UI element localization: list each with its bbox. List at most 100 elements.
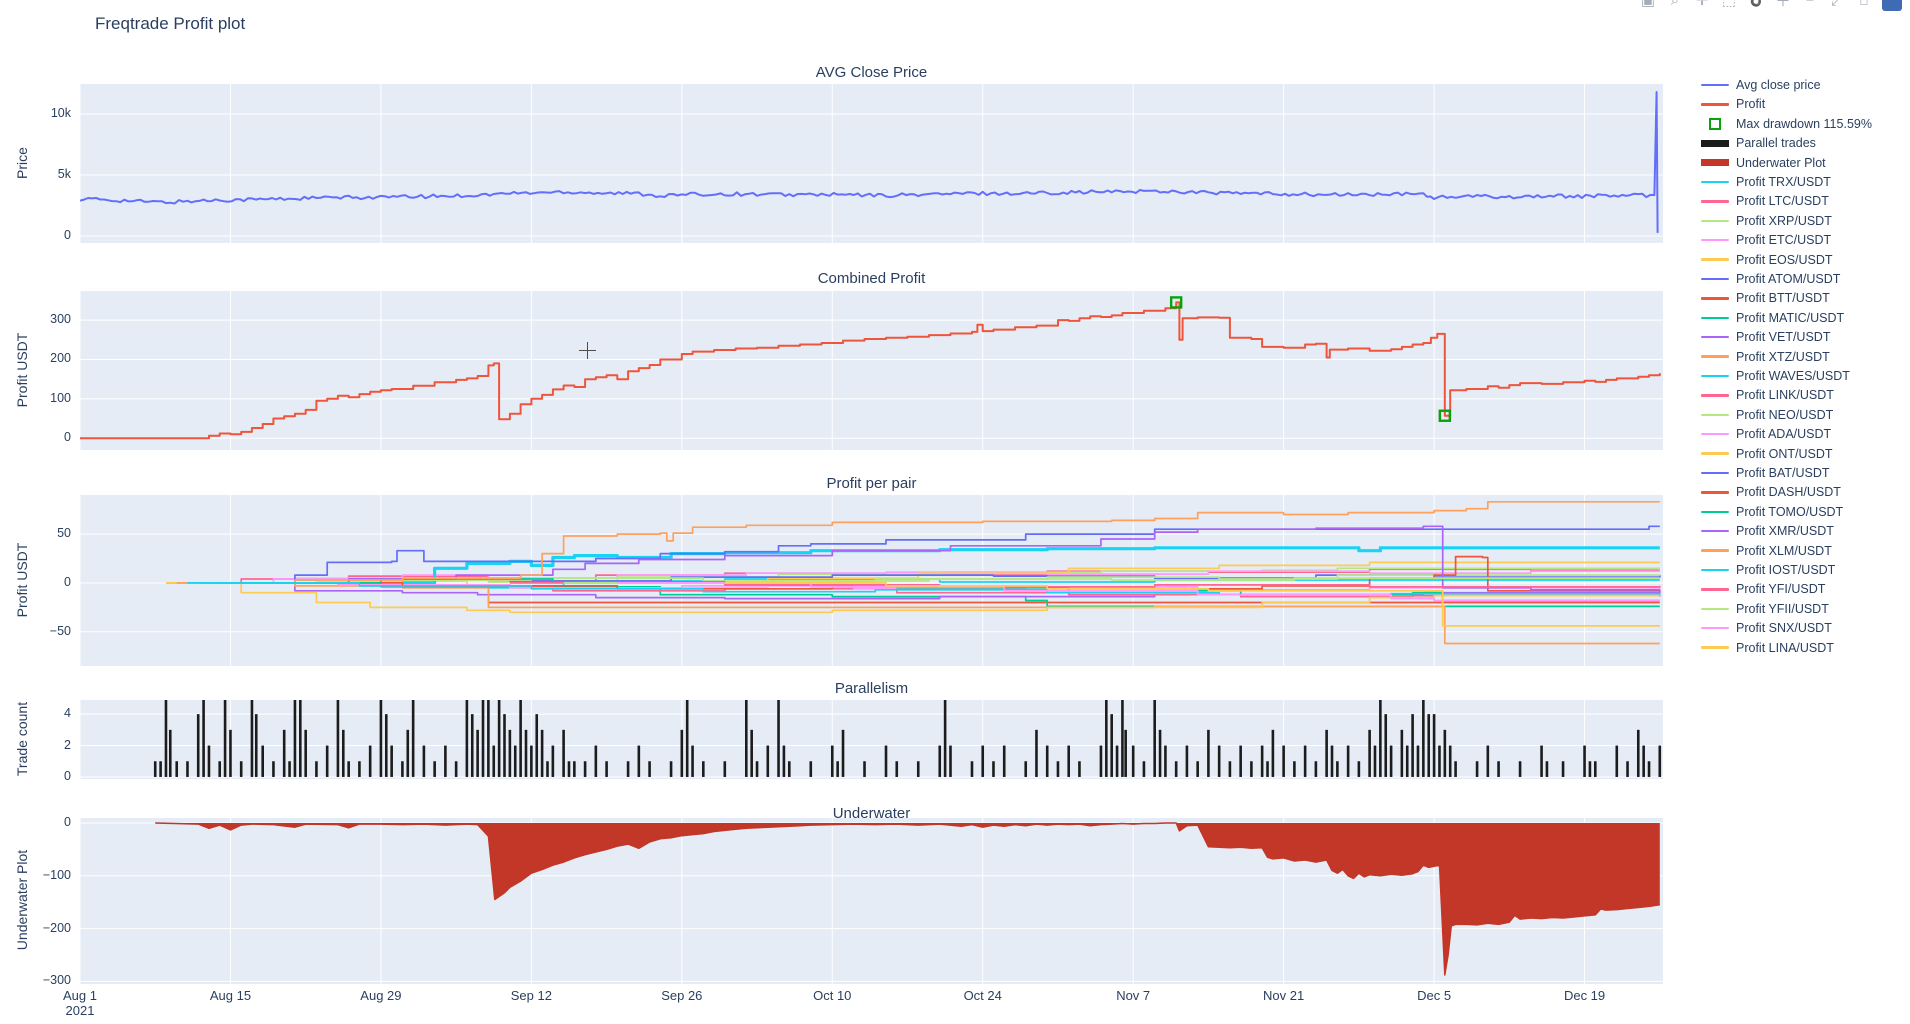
legend-item-profit-neo-usdt[interactable]: Profit NEO/USDT [1700, 406, 1833, 424]
parallel-trades-bar[interactable] [648, 761, 651, 777]
parallel-trades-bar[interactable] [1475, 761, 1479, 777]
parallel-trades-bar[interactable] [239, 761, 243, 777]
parallel-trades-bar[interactable] [153, 761, 157, 777]
parallel-trades-bar[interactable] [1228, 761, 1232, 777]
parallel-trades-bar[interactable] [1642, 745, 1645, 777]
legend-item-profit-yfi-usdt[interactable]: Profit YFI/USDT [1700, 580, 1825, 598]
parallel-trades-bar[interactable] [546, 761, 549, 777]
series-profit-tomo-usdt[interactable] [209, 578, 1660, 602]
legend-item-parallel-trades[interactable]: Parallel trades [1700, 134, 1816, 152]
parallel-trades-bar[interactable] [1384, 714, 1388, 777]
parallel-trades-bar[interactable] [1099, 745, 1103, 777]
parallel-trades-bar[interactable] [782, 745, 786, 777]
parallel-trades-bar[interactable] [702, 761, 705, 777]
parallel-trades-bar[interactable] [1164, 745, 1167, 777]
parallel-trades-bar[interactable] [1427, 714, 1431, 777]
series-avg-close-price[interactable] [80, 91, 1659, 233]
plotly-logo[interactable] [1882, 0, 1902, 11]
parallel-trades-bar[interactable] [949, 745, 952, 777]
parallel-trades-bar[interactable] [368, 745, 372, 777]
parallel-trades-bar[interactable] [841, 729, 845, 777]
legend-item-avg-close-price[interactable]: Avg close price [1700, 76, 1821, 94]
parallel-trades-bar[interactable] [465, 700, 469, 777]
legend-item-profit-trx-usdt[interactable]: Profit TRX/USDT [1700, 173, 1831, 191]
parallel-trades-bar[interactable] [299, 700, 302, 777]
parallel-trades-bar[interactable] [637, 745, 641, 777]
parallel-trades-bar[interactable] [293, 700, 297, 777]
legend-item-profit-iost-usdt[interactable]: Profit IOST/USDT [1700, 561, 1835, 579]
parallel-trades-bar[interactable] [1260, 745, 1264, 777]
parallel-trades-bar[interactable] [1266, 761, 1269, 777]
parallel-trades-bar[interactable] [1561, 761, 1565, 777]
parallel-trades-bar[interactable] [863, 761, 866, 777]
parallel-trades-bar[interactable] [358, 761, 361, 777]
legend-item-profit-link-usdt[interactable]: Profit LINK/USDT [1700, 386, 1834, 404]
parallel-trades-bar[interactable] [745, 700, 748, 777]
parallel-trades-bar[interactable] [938, 745, 942, 777]
parallel-trades-bar[interactable] [433, 761, 436, 777]
parallel-trades-bar[interactable] [470, 714, 474, 777]
parallel-trades-bar[interactable] [1174, 761, 1178, 777]
parallel-trades-bar[interactable] [218, 761, 222, 777]
parallel-trades-bar[interactable] [168, 729, 172, 777]
parallel-trades-bar[interactable] [1325, 729, 1328, 777]
series-profit-ada-usdt[interactable] [176, 582, 1661, 591]
zoom-in-icon[interactable]: ＋ [1775, 0, 1791, 10]
legend-item-profit-vet-usdt[interactable]: Profit VET/USDT [1700, 328, 1830, 346]
legend-item-profit-bat-usdt[interactable]: Profit BAT/USDT [1700, 464, 1830, 482]
parallel-trades-bar[interactable] [1282, 745, 1285, 777]
series-profit-yfi-usdt[interactable] [509, 582, 1661, 588]
parallel-trades-bar[interactable] [1314, 761, 1318, 777]
parallel-trades-bar[interactable] [562, 729, 565, 777]
parallel-trades-bar[interactable] [1357, 761, 1361, 777]
legend-item-profit-etc-usdt[interactable]: Profit ETC/USDT [1700, 231, 1831, 249]
parallel-trades-bar[interactable] [669, 761, 673, 777]
series-profit-etc-usdt[interactable] [176, 570, 1660, 584]
parallel-trades-bar[interactable] [487, 700, 490, 777]
parallel-trades-bar[interactable] [1583, 745, 1586, 777]
parallel-trades-bar[interactable] [809, 761, 813, 777]
series-profit-eos-usdt[interactable] [166, 561, 1660, 589]
parallel-trades-bar[interactable] [755, 761, 759, 777]
parallel-trades-bar[interactable] [164, 700, 168, 777]
parallel-trades-bar[interactable] [254, 714, 258, 777]
series-profit-xmr-usdt[interactable] [198, 525, 1660, 591]
parallel-trades-bar[interactable] [282, 729, 286, 777]
parallel-trades-bar[interactable] [1045, 745, 1049, 777]
parallel-trades-bar[interactable] [207, 745, 211, 777]
parallel-trades-bar[interactable] [250, 700, 254, 777]
zoom-icon[interactable]: ⌕ [1670, 0, 1680, 9]
legend-item-profit-waves-usdt[interactable]: Profit WAVES/USDT [1700, 367, 1850, 385]
legend-item-max-drawdown-115-59-[interactable]: Max drawdown 115.59% [1700, 115, 1872, 133]
parallel-trades-bar[interactable] [304, 729, 307, 777]
parallel-trades-bar[interactable] [1486, 745, 1490, 777]
parallel-trades-bar[interactable] [540, 729, 544, 777]
pan-icon[interactable]: ✛ [1695, 0, 1709, 9]
plot-area-combined-profit[interactable] [80, 291, 1663, 450]
series-profit[interactable] [80, 301, 1661, 440]
parallel-trades-bar[interactable] [830, 745, 834, 777]
legend-item-profit-tomo-usdt[interactable]: Profit TOMO/USDT [1700, 503, 1843, 521]
parallel-trades-bar[interactable] [1002, 745, 1006, 777]
legend-item-profit-btt-usdt[interactable]: Profit BTT/USDT [1700, 289, 1830, 307]
parallel-trades-bar[interactable] [1239, 745, 1242, 777]
parallel-trades-bar[interactable] [992, 761, 995, 777]
parallel-trades-bar[interactable] [766, 745, 770, 777]
legend-item-profit-snx-usdt[interactable]: Profit SNX/USDT [1700, 619, 1832, 637]
legend-item-profit-xtz-usdt[interactable]: Profit XTZ/USDT [1700, 348, 1830, 366]
legend-item-profit-dash-usdt[interactable]: Profit DASH/USDT [1700, 483, 1841, 501]
parallel-trades-bar[interactable] [1330, 745, 1334, 777]
parallel-trades-bar[interactable] [680, 729, 684, 777]
parallel-trades-bar[interactable] [1438, 745, 1441, 777]
parallel-trades-bar[interactable] [315, 761, 318, 777]
parallel-trades-bar[interactable] [1626, 761, 1629, 777]
parallel-trades-bar[interactable] [1373, 745, 1377, 777]
parallel-trades-bar[interactable] [750, 729, 753, 777]
parallel-trades-bar[interactable] [513, 745, 517, 777]
parallel-trades-bar[interactable] [836, 761, 839, 777]
parallel-trades-bar[interactable] [406, 729, 410, 777]
legend-item-profit-ont-usdt[interactable]: Profit ONT/USDT [1700, 445, 1833, 463]
parallel-trades-bar[interactable] [229, 729, 232, 777]
series-profit-link-usdt[interactable] [209, 582, 1661, 598]
parallel-trades-bar[interactable] [1588, 761, 1592, 777]
